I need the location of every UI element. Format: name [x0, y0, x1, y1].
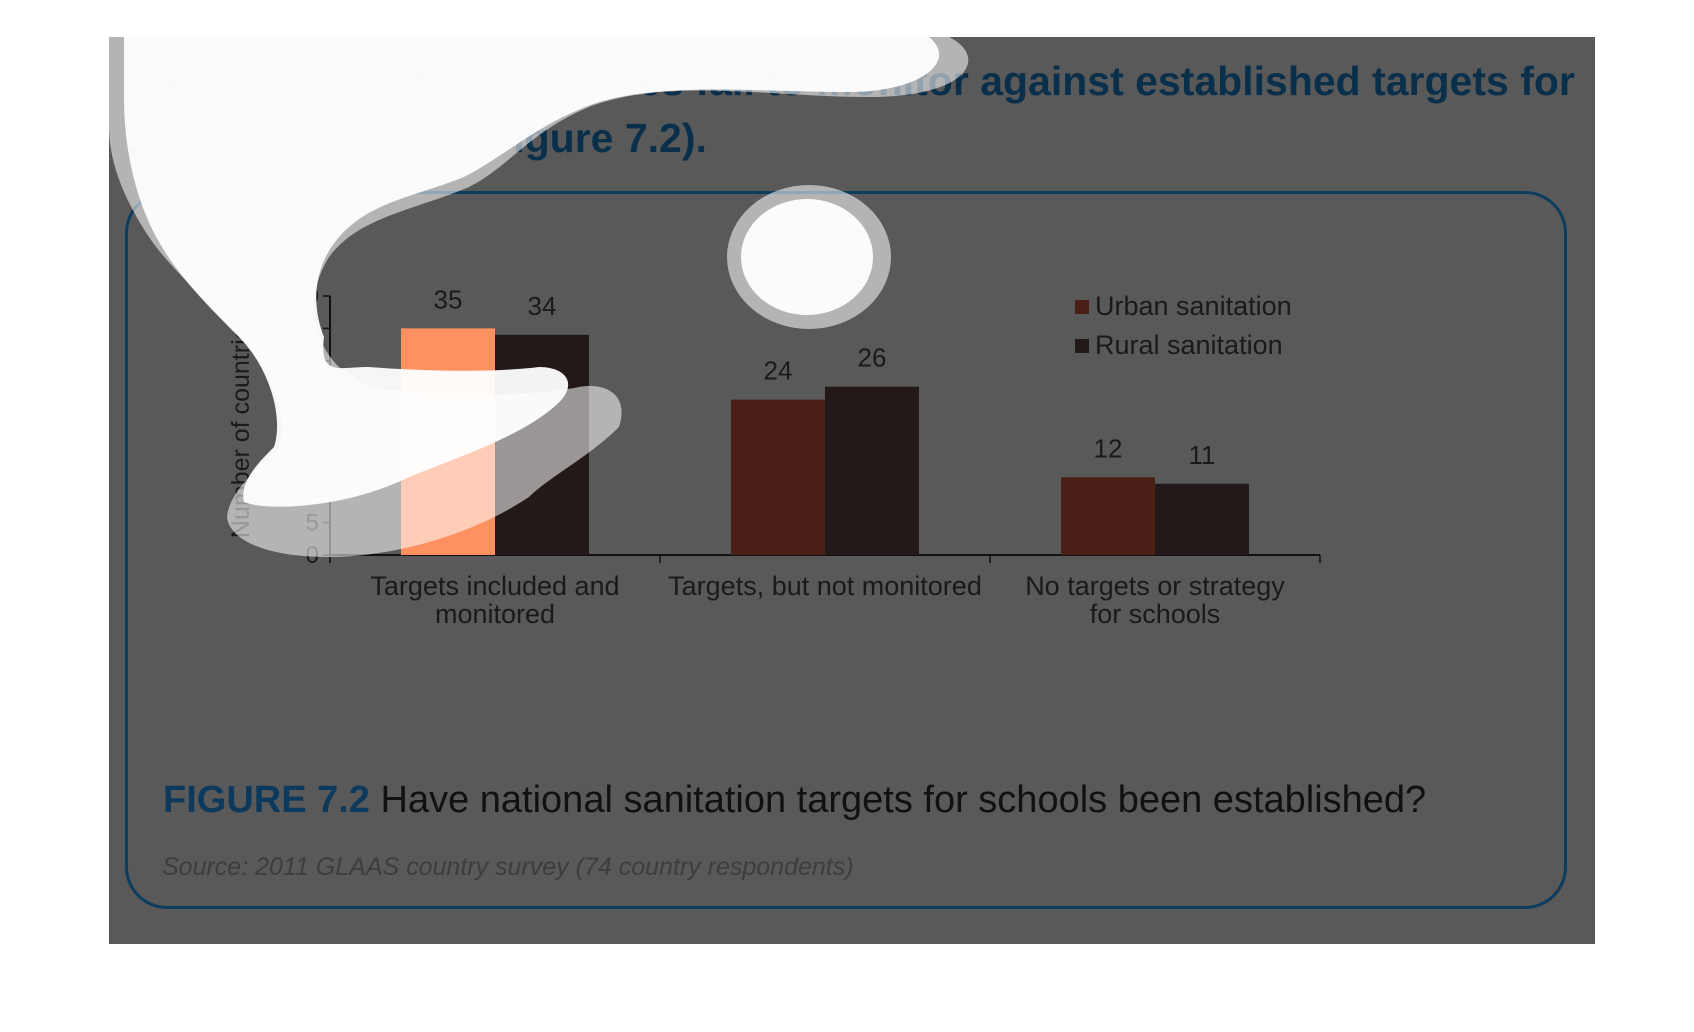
x-category-label: Targets included and: [370, 571, 619, 601]
data-label-rural-1: 34: [528, 291, 557, 321]
figure-source: Source: 2011 GLAAS country survey (74 co…: [162, 853, 854, 881]
figure-number: FIGURE 7.2: [163, 779, 370, 821]
y-axis-label: Number of countries: [227, 313, 255, 538]
legend-swatch-urban: [1075, 300, 1089, 314]
y-tick-label: 20: [292, 413, 319, 440]
legend-label-rural: Rural sanitation: [1095, 330, 1283, 360]
y-tick-label: 10: [292, 477, 319, 504]
y-tick-label: 30: [292, 348, 319, 375]
data-label-rural-3: 11: [1189, 440, 1216, 470]
x-category-label: monitored: [435, 599, 555, 629]
data-label-urban-3: 12: [1094, 433, 1123, 463]
bar-rural-2: [825, 386, 919, 555]
x-category-label: for schools: [1090, 599, 1221, 629]
bar-urban-1: [401, 328, 495, 555]
bar-rural-3: [1155, 483, 1249, 555]
y-tick-label: 25: [292, 380, 319, 407]
data-label-urban-2: 24: [764, 356, 793, 386]
legend-swatch-rural: [1075, 339, 1089, 353]
data-label-rural-2: 26: [858, 343, 887, 373]
legend-label-urban: Urban sanitation: [1095, 291, 1292, 321]
y-tick-label: 5: [306, 510, 319, 537]
x-category-label: No targets or strategy: [1025, 571, 1285, 601]
figure-caption: FIGURE 7.2 Have national sanitation targ…: [163, 779, 1426, 822]
bar-urban-3: [1061, 477, 1155, 555]
x-category-label: Targets, but not monitored: [668, 571, 982, 601]
y-tick-label: 0: [306, 542, 319, 569]
figure-caption-text: Have national sanitation targets for sch…: [380, 779, 1427, 821]
y-tick-label: 35: [292, 315, 319, 342]
figure-canvas: Half of respondent countries fail to mon…: [109, 37, 1595, 944]
y-tick-label: 40: [292, 283, 319, 310]
y-tick-label: 15: [292, 445, 319, 472]
data-label-urban-1: 35: [434, 284, 463, 314]
bar-rural-1: [495, 334, 589, 555]
bar-urban-2: [731, 399, 825, 555]
